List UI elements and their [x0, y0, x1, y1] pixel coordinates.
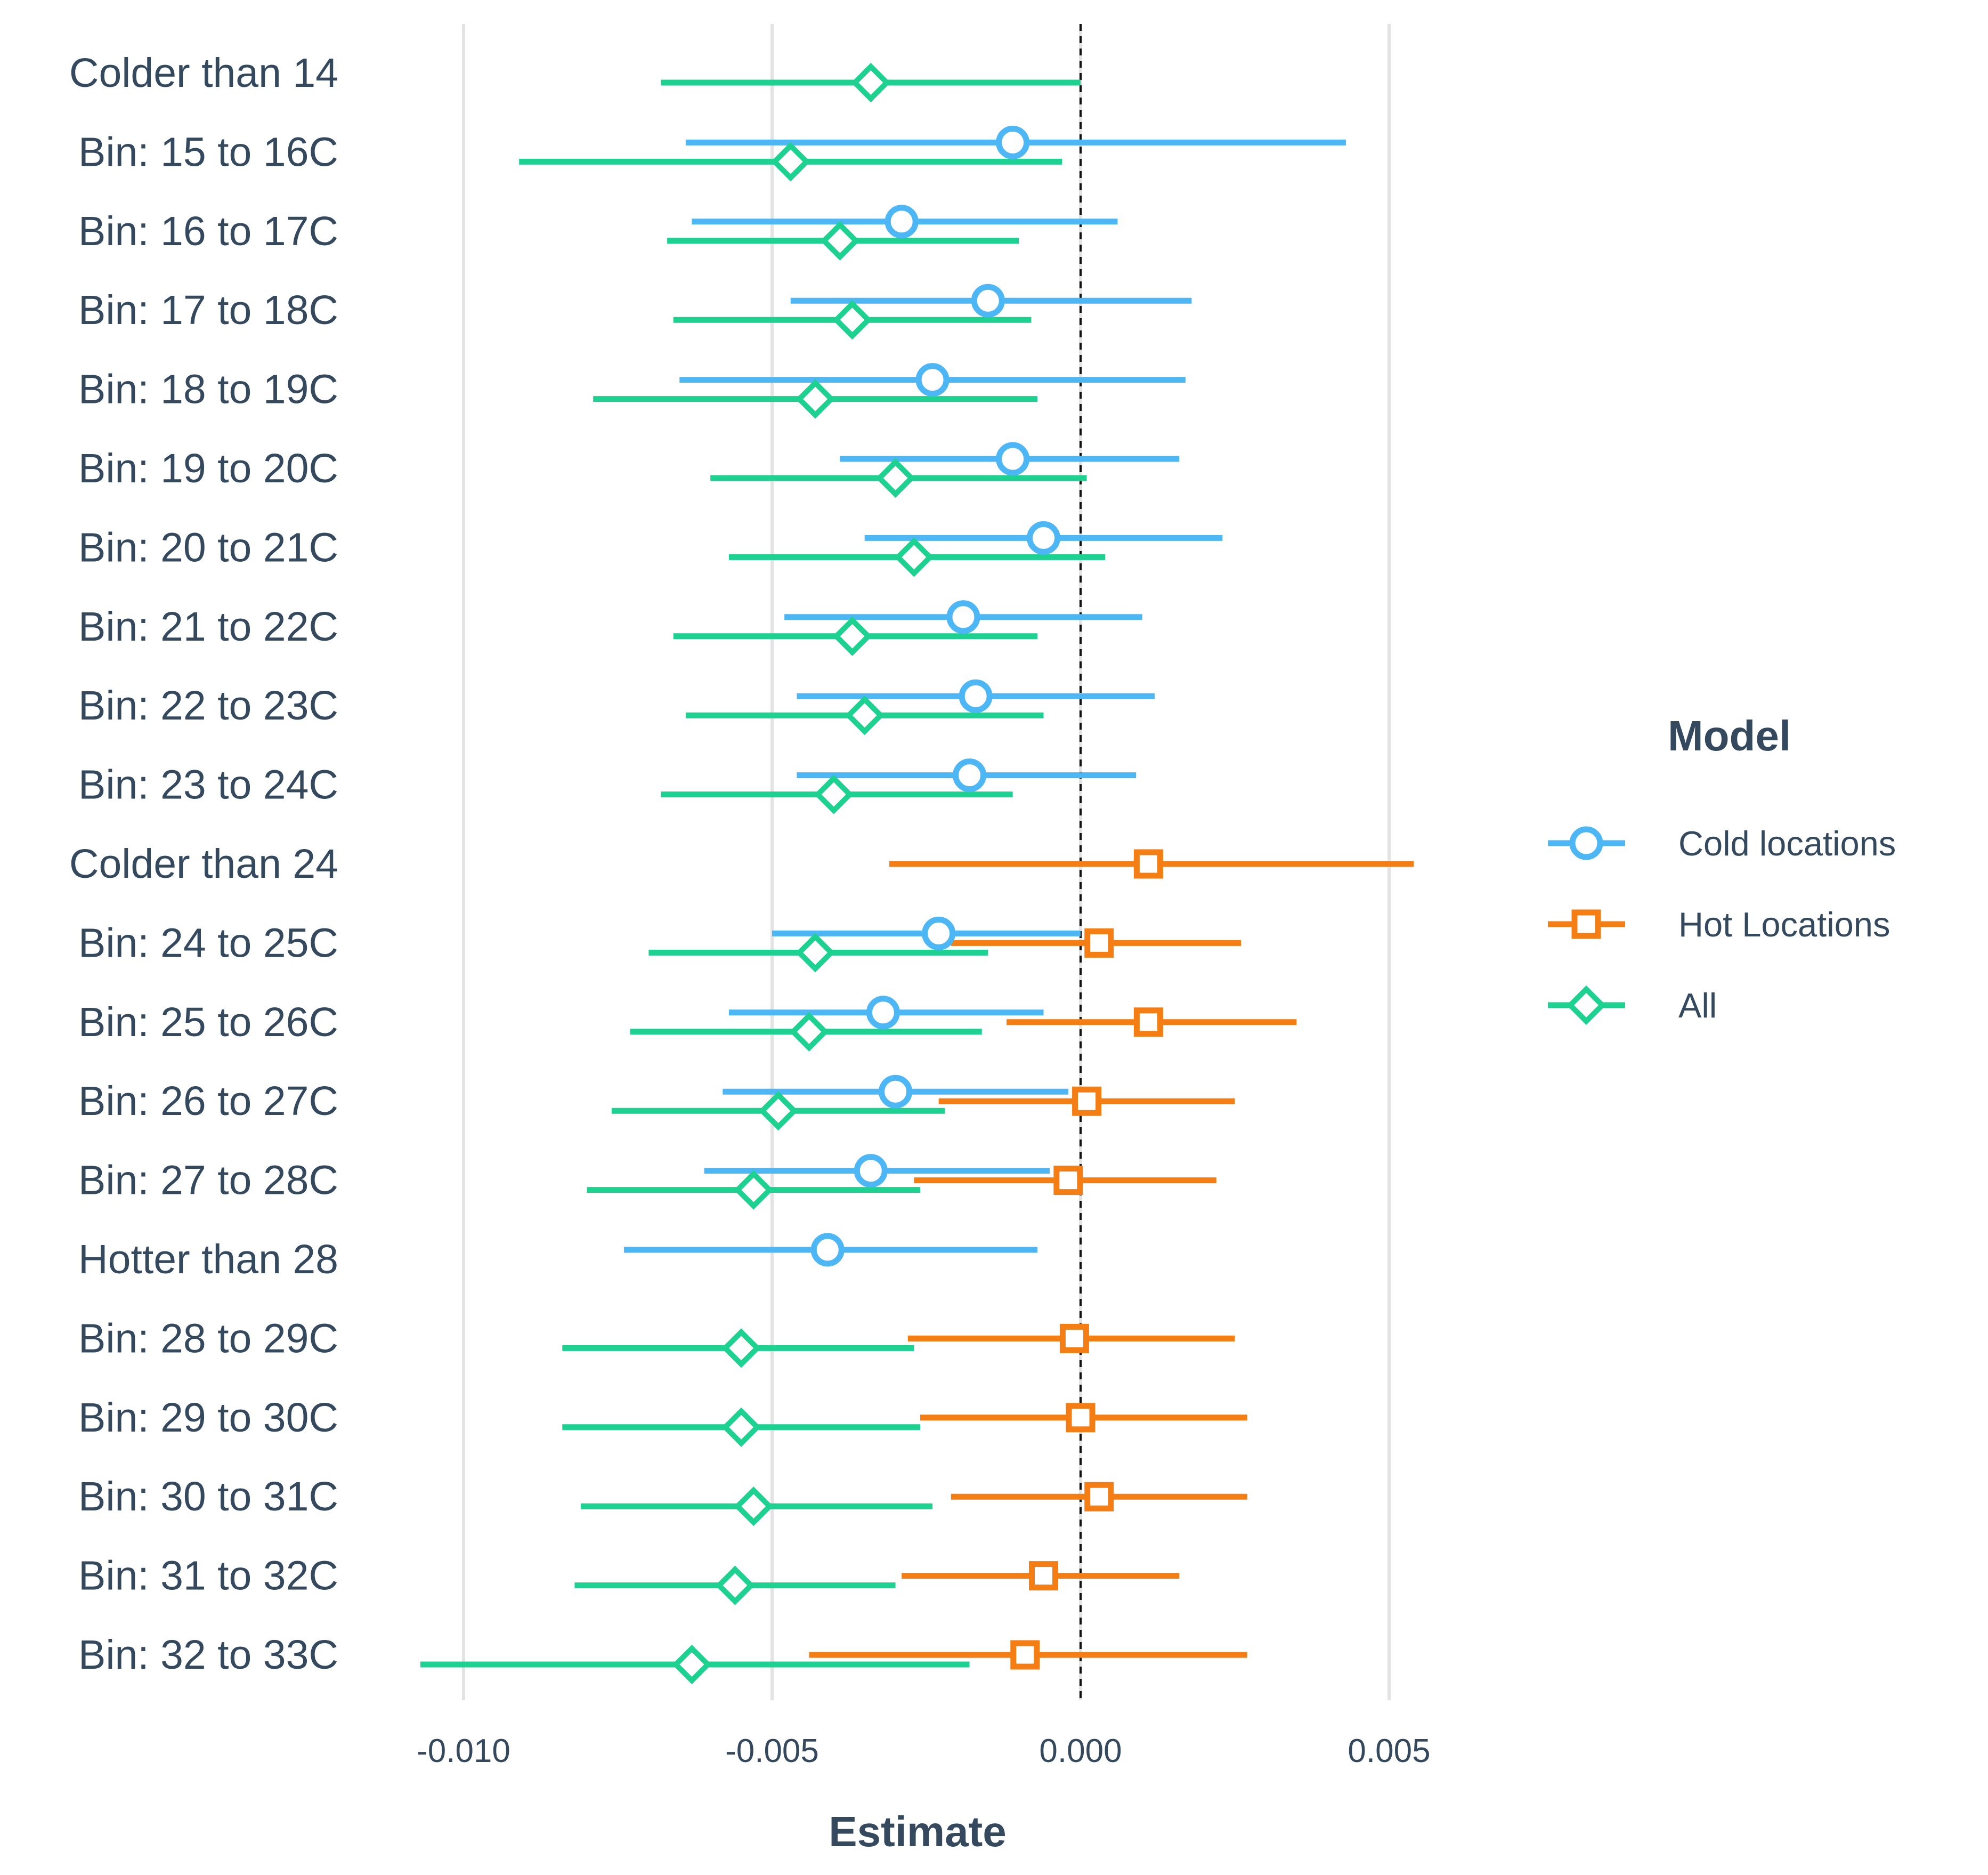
all-estimate-marker-13: [734, 1170, 774, 1210]
hot-estimate-marker-1: [1084, 928, 1114, 958]
y-label-0: Colder than 14: [69, 50, 338, 96]
y-label-13: Bin: 26 to 27C: [78, 1078, 338, 1124]
x-axis-tick-labels: -0.010 -0.005 0.000 0.005: [417, 1733, 1430, 1769]
x-tick-label-1: -0.005: [725, 1733, 819, 1769]
all-estimate-marker-17: [715, 1565, 755, 1605]
y-label-14: Bin: 27 to 28C: [78, 1158, 338, 1203]
y-label-11: Bin: 24 to 25C: [78, 920, 338, 966]
cold-estimate-marker-0: [996, 125, 1030, 159]
cold-estimate-marker-3: [915, 363, 950, 397]
hot-estimate-marker-0: [1133, 849, 1163, 879]
x-tick-label-2: 0.000: [1039, 1733, 1122, 1769]
all-estimate-marker-11: [789, 1012, 829, 1052]
all-estimate-marker-8: [845, 696, 885, 736]
all-estimate-marker-5: [875, 458, 915, 498]
cold-estimate-marker-9: [922, 916, 956, 950]
legend-marker-cold: [1569, 826, 1603, 860]
all-estimate-marker-7: [832, 616, 872, 656]
all-estimate-marker-14: [721, 1328, 761, 1368]
cold-estimate-marker-8: [953, 758, 987, 793]
legend-title: Model: [1668, 712, 1791, 759]
cold-estimate-marker-13: [810, 1233, 845, 1267]
hot-estimate-marker-7: [1084, 1482, 1114, 1512]
all-estimate-marker-6: [894, 537, 934, 577]
x-tick-label-0: -0.010: [417, 1733, 510, 1769]
x-tick-label-3: 0.005: [1348, 1733, 1430, 1769]
cold-estimate-marker-5: [1027, 521, 1061, 555]
legend-marker-hot: [1571, 909, 1601, 939]
y-label-6: Bin: 20 to 21C: [78, 524, 338, 570]
hot-estimate-marker-9: [1010, 1640, 1040, 1670]
cold-estimate-marker-6: [946, 600, 980, 634]
x-axis-title: Estimate: [829, 1808, 1006, 1855]
cold-estimate-marker-1: [885, 205, 919, 239]
y-label-9: Bin: 23 to 24C: [78, 762, 338, 808]
y-axis-labels: Colder than 14 Bin: 15 to 16C Bin: 16 to 1…: [69, 50, 338, 1678]
hot-estimate-marker-4: [1053, 1166, 1083, 1195]
all-estimate-marker-18: [672, 1644, 712, 1685]
legend-label-all: All: [1678, 986, 1717, 1025]
all-estimate-marker-16: [734, 1486, 774, 1526]
legend-label-cold: Cold locations: [1678, 824, 1896, 863]
y-label-15: Hotter than 28: [78, 1236, 338, 1282]
all-estimate-marker-10: [795, 933, 835, 973]
y-label-17: Bin: 29 to 30C: [78, 1395, 338, 1441]
hot-estimate-marker-8: [1029, 1561, 1059, 1591]
hot-estimate-marker-2: [1133, 1007, 1163, 1037]
y-label-20: Bin: 32 to 33C: [78, 1632, 338, 1678]
legend-marker-all: [1566, 985, 1606, 1025]
y-label-1: Bin: 15 to 16C: [78, 129, 338, 175]
y-label-10: Colder than 24: [69, 841, 338, 887]
cold-estimate-marker-7: [959, 679, 993, 713]
y-label-4: Bin: 18 to 19C: [78, 367, 338, 413]
all-estimate-marker-12: [758, 1091, 798, 1131]
legend: Model Cold locations Hot Locations All: [1548, 712, 1896, 1025]
y-label-19: Bin: 31 to 32C: [78, 1553, 338, 1599]
all-estimate-marker-9: [814, 774, 854, 814]
cold-estimate-marker-4: [996, 442, 1030, 476]
hot-estimate-marker-5: [1059, 1323, 1089, 1353]
all-estimate-marker-3: [832, 300, 872, 340]
all-estimate-marker-1: [770, 142, 810, 182]
y-label-12: Bin: 25 to 26C: [78, 999, 338, 1045]
cold-estimate-marker-12: [854, 1154, 888, 1188]
all-estimate-marker-0: [851, 62, 891, 103]
y-label-3: Bin: 17 to 18C: [78, 287, 338, 333]
hot-estimate-marker-3: [1072, 1086, 1102, 1116]
cold-estimate-marker-10: [866, 996, 900, 1030]
all-estimate-marker-15: [721, 1407, 761, 1447]
all-estimate-marker-2: [820, 221, 860, 261]
legend-label-hot: Hot Locations: [1678, 905, 1890, 944]
hot-estimate-marker-6: [1066, 1403, 1096, 1433]
y-label-7: Bin: 21 to 22C: [78, 604, 338, 650]
y-label-2: Bin: 16 to 17C: [78, 208, 338, 254]
y-label-8: Bin: 22 to 23C: [78, 683, 338, 729]
point-estimates: [672, 62, 1163, 1685]
cold-estimate-marker-11: [879, 1074, 913, 1109]
y-label-16: Bin: 28 to 29C: [78, 1315, 338, 1361]
y-label-5: Bin: 19 to 20C: [78, 446, 338, 491]
all-estimate-marker-4: [795, 379, 835, 419]
cold-estimate-marker-2: [971, 284, 1005, 318]
y-label-18: Bin: 30 to 31C: [78, 1474, 338, 1520]
